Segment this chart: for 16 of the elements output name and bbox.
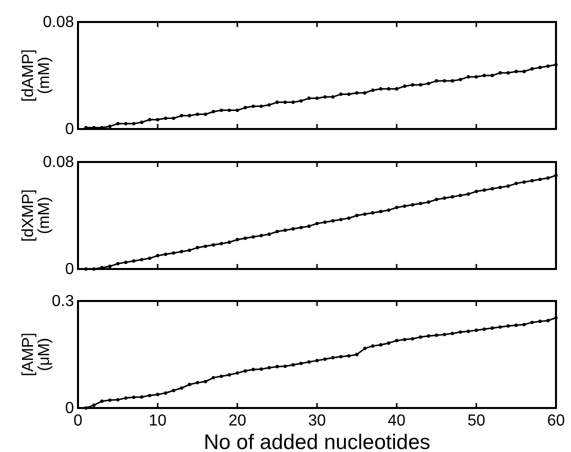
- y-tick-label: 0: [65, 400, 74, 418]
- x-axis-title: No of added nucleotides: [204, 431, 430, 452]
- x-tick-label: 30: [308, 412, 326, 430]
- x-tick-label: 20: [228, 412, 246, 430]
- y-axis-title: [dAMP] (mM): [20, 49, 53, 102]
- y-tick-label: 0.08: [42, 14, 74, 32]
- y-tick-label: 0: [65, 261, 74, 278]
- x-tick-label: 50: [467, 412, 486, 430]
- x-tick-label: 40: [388, 412, 406, 430]
- x-tick-label: 10: [148, 412, 167, 430]
- y-tick-label: 0.3: [52, 293, 74, 310]
- y-tick-label: 0.08: [42, 154, 74, 172]
- y-axis-title: [dXMP] (mM): [20, 189, 53, 242]
- y-axis-title: [AMP] (μM): [20, 332, 53, 376]
- y-tick-label: 0: [65, 121, 74, 138]
- x-tick-label: 60: [547, 412, 565, 430]
